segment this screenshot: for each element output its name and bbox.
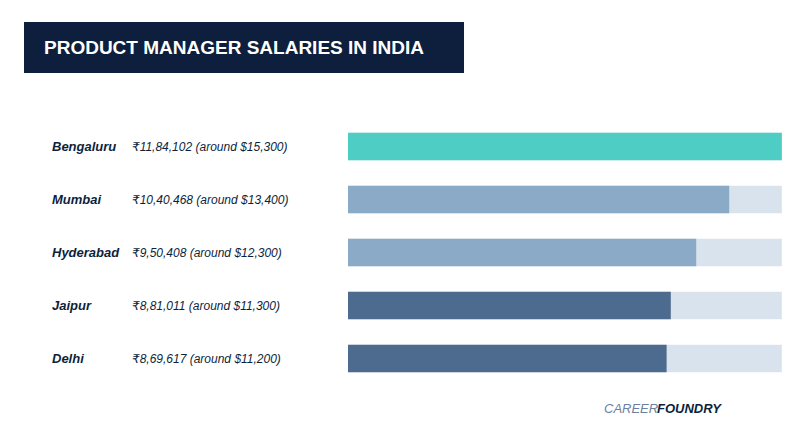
svg-text:₹8,81,011 (around $11,300): ₹8,81,011 (around $11,300) [132,299,280,313]
svg-text:₹8,69,617 (around $11,200): ₹8,69,617 (around $11,200) [132,352,281,366]
svg-text:PRODUCT MANAGER SALARIES IN IN: PRODUCT MANAGER SALARIES IN INDIA [44,37,424,58]
svg-text:₹11,84,102 (around $15,300): ₹11,84,102 (around $15,300) [132,140,288,154]
svg-text:Bengaluru: Bengaluru [52,139,116,154]
svg-text:Delhi: Delhi [52,351,84,366]
svg-text:CAREER: CAREER [604,401,658,416]
svg-text:FOUNDRY: FOUNDRY [657,401,722,416]
svg-text:Mumbai: Mumbai [52,192,102,207]
svg-text:Hyderabad: Hyderabad [52,245,120,260]
svg-text:₹10,40,468 (around $13,400): ₹10,40,468 (around $13,400) [132,193,288,207]
svg-text:₹9,50,408 (around $12,300): ₹9,50,408 (around $12,300) [132,246,282,260]
svg-text:Jaipur: Jaipur [52,298,92,313]
